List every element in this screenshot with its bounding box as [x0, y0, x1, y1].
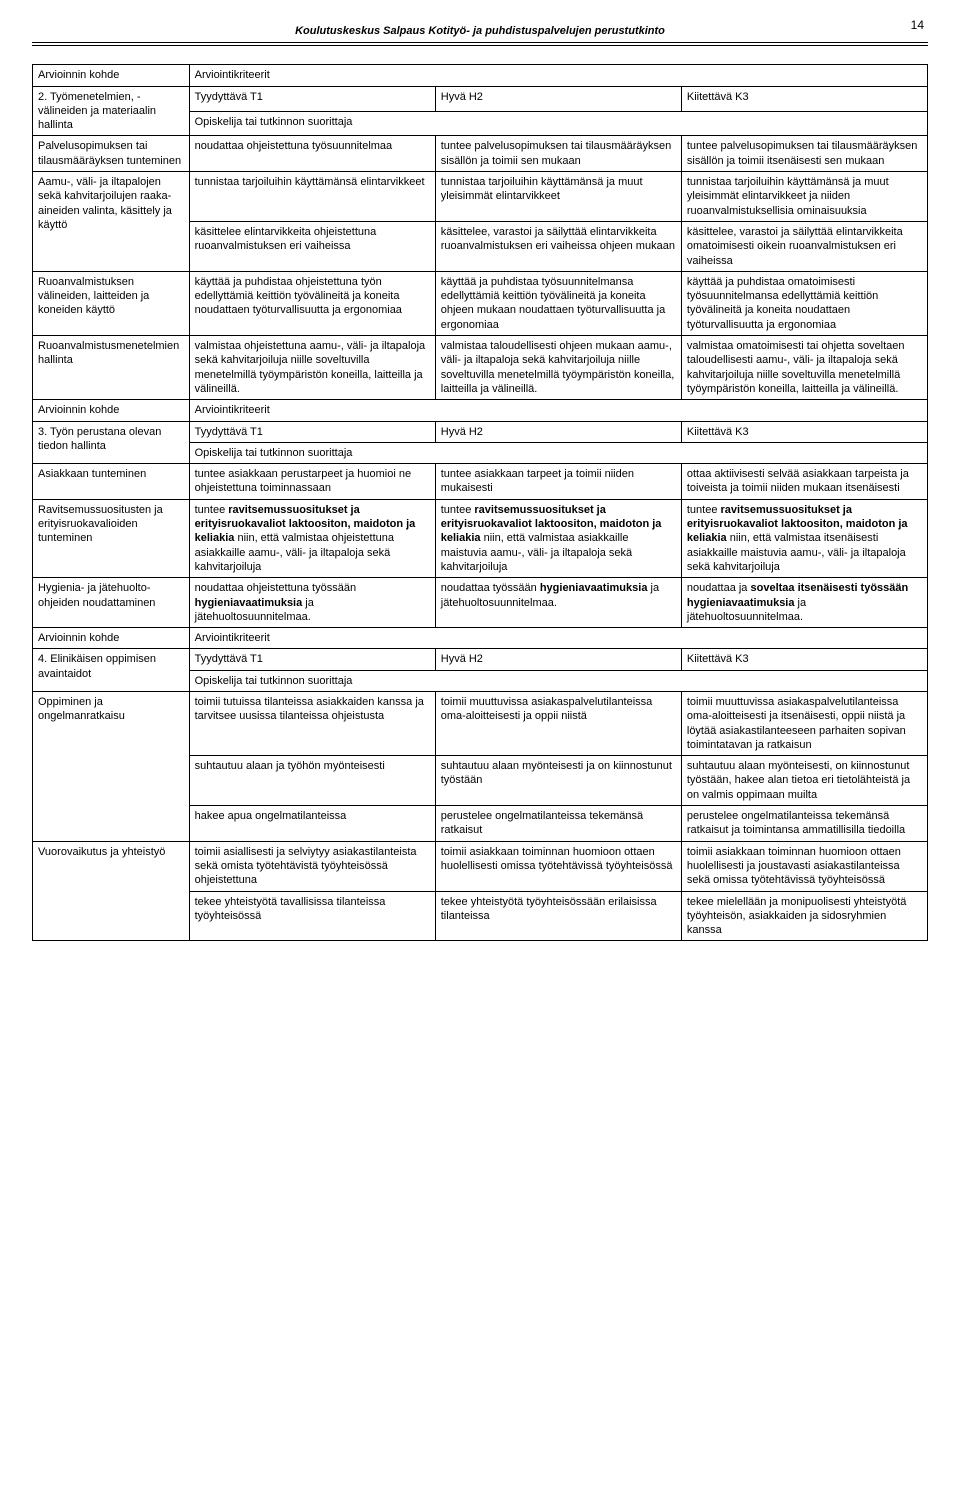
perustana-label: 3. Työn perustana olevan tiedon hallinta [33, 421, 190, 464]
row-label: Ruoanvalmistuksen välineiden, laitteiden… [33, 271, 190, 335]
level-t1: Tyydyttävä T1 [189, 649, 435, 670]
row-label: Palvelusopimuksen tai tilausmääräyksen t… [33, 136, 190, 172]
row-label: Ravitsemussuositusten ja erityisruokaval… [33, 499, 190, 577]
cell-t1: käyttää ja puhdistaa ohjeistettuna työn … [189, 271, 435, 335]
cell-h2: tuntee ravitsemussuositukset ja erityisr… [435, 499, 681, 577]
cell-k3: tuntee ravitsemussuositukset ja erityisr… [681, 499, 927, 577]
assessment-table: Arvioinnin kohdeArviointikriteerit2. Työ… [32, 64, 928, 941]
level-h2: Hyvä H2 [435, 649, 681, 670]
cell-h2: käyttää ja puhdistaa työsuunnitelmansa e… [435, 271, 681, 335]
cell-h2: perustelee ongelmatilanteissa tekemänsä … [435, 806, 681, 842]
cell-h2: valmistaa taloudellisesti ohjeen mukaan … [435, 336, 681, 400]
cell-t1: hakee apua ongelmatilanteissa [189, 806, 435, 842]
perustana-label: 4. Elinikäisen oppimisen avaintaidot [33, 649, 190, 692]
cell-k3: toimii muuttuvissa asiakaspalvelutilante… [681, 691, 927, 755]
cell-k3: valmistaa omatoimisesti tai ohjetta sove… [681, 336, 927, 400]
cell-k3: tekee mielellään ja monipuolisesti yhtei… [681, 891, 927, 941]
header-title: Koulutuskeskus Salpaus Kotityö- ja puhdi… [32, 24, 928, 38]
level-t1: Tyydyttävä T1 [189, 421, 435, 442]
subhead: Opiskelija tai tutkinnon suorittaja [189, 670, 927, 691]
kriteerit-label: Arviointikriteerit [189, 65, 927, 86]
level-k3: Kiitettävä K3 [681, 86, 927, 111]
cell-k3: käsittelee, varastoi ja säilyttää elinta… [681, 221, 927, 271]
subhead: Opiskelija tai tutkinnon suorittaja [189, 442, 927, 463]
row-label: Aamu-, väli- ja iltapalojen sekä kahvita… [33, 172, 190, 272]
kohde-label: Arvioinnin kohde [33, 65, 190, 86]
kohde-label: Arvioinnin kohde [33, 628, 190, 649]
row-label: Oppiminen ja ongelmanratkaisu [33, 691, 190, 841]
cell-k3: käyttää ja puhdistaa omatoimisesti työsu… [681, 271, 927, 335]
cell-t1: tuntee asiakkaan perustarpeet ja huomioi… [189, 464, 435, 500]
cell-h2: suhtautuu alaan myönteisesti ja on kiinn… [435, 756, 681, 806]
header-divider [32, 42, 928, 46]
perustana-label: 2. Työmenetelmien, -välineiden ja materi… [33, 86, 190, 136]
level-t1: Tyydyttävä T1 [189, 86, 435, 111]
cell-k3: noudattaa ja soveltaa itsenäisesti työss… [681, 578, 927, 628]
subhead: Opiskelija tai tutkinnon suorittaja [189, 111, 927, 136]
cell-t1: toimii tutuissa tilanteissa asiakkaiden … [189, 691, 435, 755]
kriteerit-label: Arviointikriteerit [189, 628, 927, 649]
page-number: 14 [911, 18, 924, 34]
row-label: Hygienia- ja jätehuolto-ohjeiden noudatt… [33, 578, 190, 628]
row-label: Vuorovaikutus ja yhteistyö [33, 841, 190, 941]
level-h2: Hyvä H2 [435, 421, 681, 442]
cell-t1: toimii asiallisesti ja selviytyy asiakas… [189, 841, 435, 891]
cell-t1: suhtautuu alaan ja työhön myönteisesti [189, 756, 435, 806]
cell-h2: tuntee asiakkaan tarpeet ja toimii niide… [435, 464, 681, 500]
cell-k3: perustelee ongelmatilanteissa tekemänsä … [681, 806, 927, 842]
kohde-label: Arvioinnin kohde [33, 400, 190, 421]
cell-h2: noudattaa työssään hygieniavaatimuksia j… [435, 578, 681, 628]
cell-h2: tunnistaa tarjoiluihin käyttämänsä ja mu… [435, 172, 681, 222]
cell-t1: noudattaa ohjeistettuna työssään hygieni… [189, 578, 435, 628]
cell-k3: suhtautuu alaan myönteisesti, on kiinnos… [681, 756, 927, 806]
level-k3: Kiitettävä K3 [681, 421, 927, 442]
cell-k3: ottaa aktiivisesti selvää asiakkaan tarp… [681, 464, 927, 500]
row-label: Asiakkaan tunteminen [33, 464, 190, 500]
level-k3: Kiitettävä K3 [681, 649, 927, 670]
cell-h2: toimii asiakkaan toiminnan huomioon otta… [435, 841, 681, 891]
cell-k3: tunnistaa tarjoiluihin käyttämänsä ja mu… [681, 172, 927, 222]
cell-t1: noudattaa ohjeistettuna työsuunnitelmaa [189, 136, 435, 172]
cell-h2: toimii muuttuvissa asiakaspalvelutilante… [435, 691, 681, 755]
cell-h2: tuntee palvelusopimuksen tai tilausmäärä… [435, 136, 681, 172]
cell-h2: käsittelee, varastoi ja säilyttää elinta… [435, 221, 681, 271]
level-h2: Hyvä H2 [435, 86, 681, 111]
cell-t1: valmistaa ohjeistettuna aamu-, väli- ja … [189, 336, 435, 400]
row-label: Ruoanvalmistusmenetelmien hallinta [33, 336, 190, 400]
cell-h2: tekee yhteistyötä työyhteisössään erilai… [435, 891, 681, 941]
cell-t1: tekee yhteistyötä tavallisissa tilanteis… [189, 891, 435, 941]
kriteerit-label: Arviointikriteerit [189, 400, 927, 421]
cell-t1: tunnistaa tarjoiluihin käyttämänsä elint… [189, 172, 435, 222]
cell-k3: toimii asiakkaan toiminnan huomioon otta… [681, 841, 927, 891]
cell-t1: käsittelee elintarvikkeita ohjeistettuna… [189, 221, 435, 271]
cell-t1: tuntee ravitsemussuositukset ja erityisr… [189, 499, 435, 577]
cell-k3: tuntee palvelusopimuksen tai tilausmäärä… [681, 136, 927, 172]
